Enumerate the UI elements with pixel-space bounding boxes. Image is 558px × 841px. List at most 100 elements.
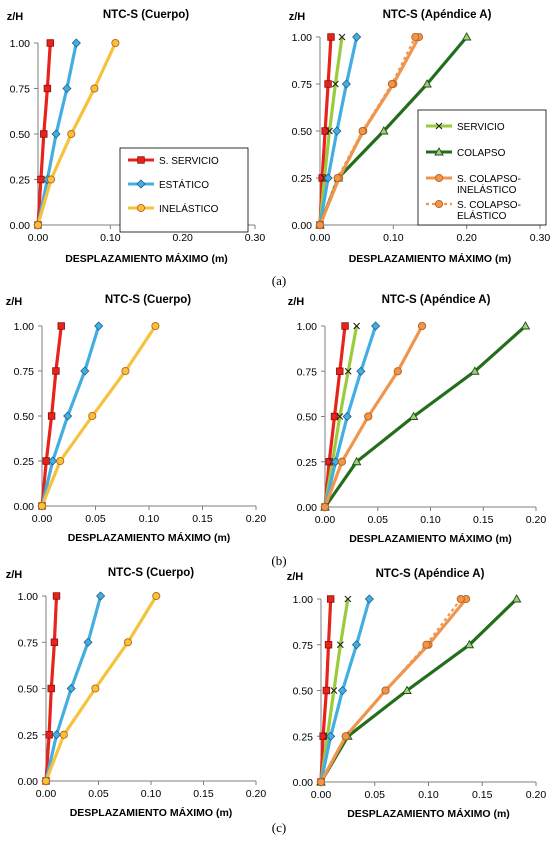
legend-marker-s-colapso-elastico bbox=[434, 199, 444, 209]
x-tick-label: 0.10 bbox=[418, 789, 439, 801]
point-colapso bbox=[408, 411, 419, 420]
point-estatico bbox=[51, 129, 61, 139]
x-tick-label: 0.15 bbox=[472, 789, 493, 801]
point-s-colapso-elastico bbox=[456, 594, 465, 604]
point-colapso bbox=[461, 32, 472, 41]
point-s-colapso-elastico bbox=[333, 173, 342, 183]
y-tick-label: 0.25 bbox=[297, 457, 318, 469]
point-inelastico bbox=[33, 220, 43, 230]
legend-label-colapso: COLAPSO bbox=[457, 148, 506, 159]
point-s-servicio bbox=[324, 641, 333, 649]
point-colapso bbox=[511, 594, 522, 603]
x-tick-label: 0.10 bbox=[420, 514, 441, 526]
y-tick-label: 0.50 bbox=[293, 686, 314, 698]
point-s-servicio bbox=[336, 367, 344, 375]
point-s-servicio bbox=[40, 130, 48, 138]
chart-4: 0.00 0.05 0.10 0.15 0.20 0.00 0.25 0.50 0.75 1.00… bbox=[288, 294, 547, 545]
point-estatico bbox=[323, 173, 333, 183]
point-estatico bbox=[332, 126, 342, 136]
point-s-servicio bbox=[43, 84, 52, 93]
point-inelastico bbox=[121, 366, 130, 376]
panel-label-b: (b) bbox=[271, 553, 286, 568]
point-inelastico bbox=[123, 638, 132, 647]
point-inelastico bbox=[37, 501, 47, 511]
x-tick-label: 0.15 bbox=[473, 514, 494, 526]
y-tick-label: 1.00 bbox=[292, 32, 313, 44]
chart-title: NTC-S (Apéndice A) bbox=[383, 9, 492, 21]
x-tick-label: 0.20 bbox=[526, 789, 547, 801]
y-tick-label: 0.00 bbox=[14, 501, 35, 513]
legend-marker-estatico bbox=[136, 179, 146, 189]
point-servicio bbox=[336, 413, 344, 420]
series-line-colapso bbox=[323, 324, 527, 508]
point-estatico bbox=[48, 456, 58, 466]
point-s-servicio bbox=[324, 80, 332, 88]
x-tick-label: 0.05 bbox=[365, 789, 386, 801]
x-tick-label: 0.05 bbox=[85, 513, 106, 525]
x-tick-label: 0.15 bbox=[193, 788, 214, 800]
x-tick-label: 0.10 bbox=[141, 788, 162, 800]
chart-2: 0.00 0.10 0.20 0.30 0.00 0.25 0.50 0.75 1.00 NTC-… bbox=[289, 9, 551, 265]
legend-marker-s-servicio bbox=[137, 156, 145, 164]
x-tick-label: 0.10 bbox=[100, 232, 121, 244]
point-inelastico bbox=[41, 776, 51, 786]
x-tick-label: 0.00 bbox=[28, 232, 49, 244]
x-axis-label: DESPLAZAMIENTO MÁXIMO (m) bbox=[349, 252, 512, 265]
x-tick-label: 0.05 bbox=[88, 788, 109, 800]
point-s-servicio bbox=[326, 595, 335, 603]
y-axis-label: z/H bbox=[7, 11, 24, 23]
chart-3: 0.00 0.05 0.10 0.15 0.20 0.00 0.25 0.50 0.75 1.00… bbox=[6, 294, 267, 544]
point-estatico bbox=[351, 640, 362, 650]
point-estatico bbox=[83, 637, 93, 647]
point-servicio bbox=[332, 80, 339, 88]
x-tick-label: 0.30 bbox=[530, 232, 551, 244]
x-tick-label: 0.20 bbox=[172, 232, 193, 244]
chart-1: 0.00 0.10 0.20 0.30 0.00 0.25 0.50 0.75 1.00 NTC-… bbox=[7, 9, 266, 265]
series-line-inelastico bbox=[44, 595, 158, 782]
point-s-servicio bbox=[327, 33, 335, 41]
series-line-s-colapso-elastico bbox=[320, 598, 462, 783]
y-tick-label: 0.75 bbox=[14, 366, 35, 378]
x-tick-label: 0.20 bbox=[246, 513, 267, 525]
legend-marker-s-colapso-inelastico bbox=[434, 173, 444, 183]
y-tick-label: 0.00 bbox=[292, 220, 313, 232]
y-axis-label: z/H bbox=[6, 569, 23, 581]
point-s-servicio bbox=[322, 686, 331, 695]
legend-label-s-colapso-inelastico: S. COLAPSO- bbox=[457, 174, 521, 185]
point-s-servicio bbox=[52, 592, 61, 600]
y-tick-label: 0.25 bbox=[292, 173, 313, 185]
point-estatico bbox=[337, 685, 348, 696]
point-estatico bbox=[51, 730, 62, 740]
point-estatico bbox=[80, 366, 90, 376]
point-s-servicio bbox=[321, 127, 329, 135]
y-tick-label: 0.50 bbox=[10, 129, 31, 141]
y-tick-label: 1.00 bbox=[18, 591, 39, 603]
x-tick-label: 0.00 bbox=[32, 513, 53, 525]
x-tick-label: 0.05 bbox=[368, 514, 389, 526]
legend-label-s-colapso-elastico: ELÁSTICO bbox=[457, 209, 507, 222]
point-estatico bbox=[94, 321, 104, 331]
y-tick-label: 0.00 bbox=[297, 502, 318, 514]
point-estatico bbox=[364, 594, 374, 604]
legend-label-inelastico: INELÁSTICO bbox=[159, 202, 219, 215]
point-estatico bbox=[96, 591, 106, 601]
panel-label-a: (a) bbox=[272, 273, 286, 288]
y-tick-label: 0.75 bbox=[10, 84, 31, 96]
point-colapso bbox=[379, 126, 389, 135]
point-inelastico bbox=[46, 175, 56, 184]
y-axis-label: z/H bbox=[288, 296, 305, 308]
point-s-servicio bbox=[45, 731, 53, 739]
point-s-servicio bbox=[330, 412, 339, 421]
y-tick-label: 0.00 bbox=[18, 776, 39, 788]
point-s-colapso-elastico bbox=[337, 457, 346, 466]
point-s-colapso-elastico bbox=[364, 412, 373, 421]
point-estatico bbox=[63, 411, 73, 421]
legend-marker-colapso bbox=[434, 147, 444, 156]
point-inelastico bbox=[67, 129, 76, 139]
y-tick-label: 1.00 bbox=[297, 321, 318, 333]
x-axis-label: DESPLAZAMIENTO MÁXIMO (m) bbox=[349, 532, 512, 545]
y-tick-label: 0.75 bbox=[292, 79, 313, 91]
x-axis-label: DESPLAZAMIENTO MÁXIMO (m) bbox=[70, 806, 233, 819]
